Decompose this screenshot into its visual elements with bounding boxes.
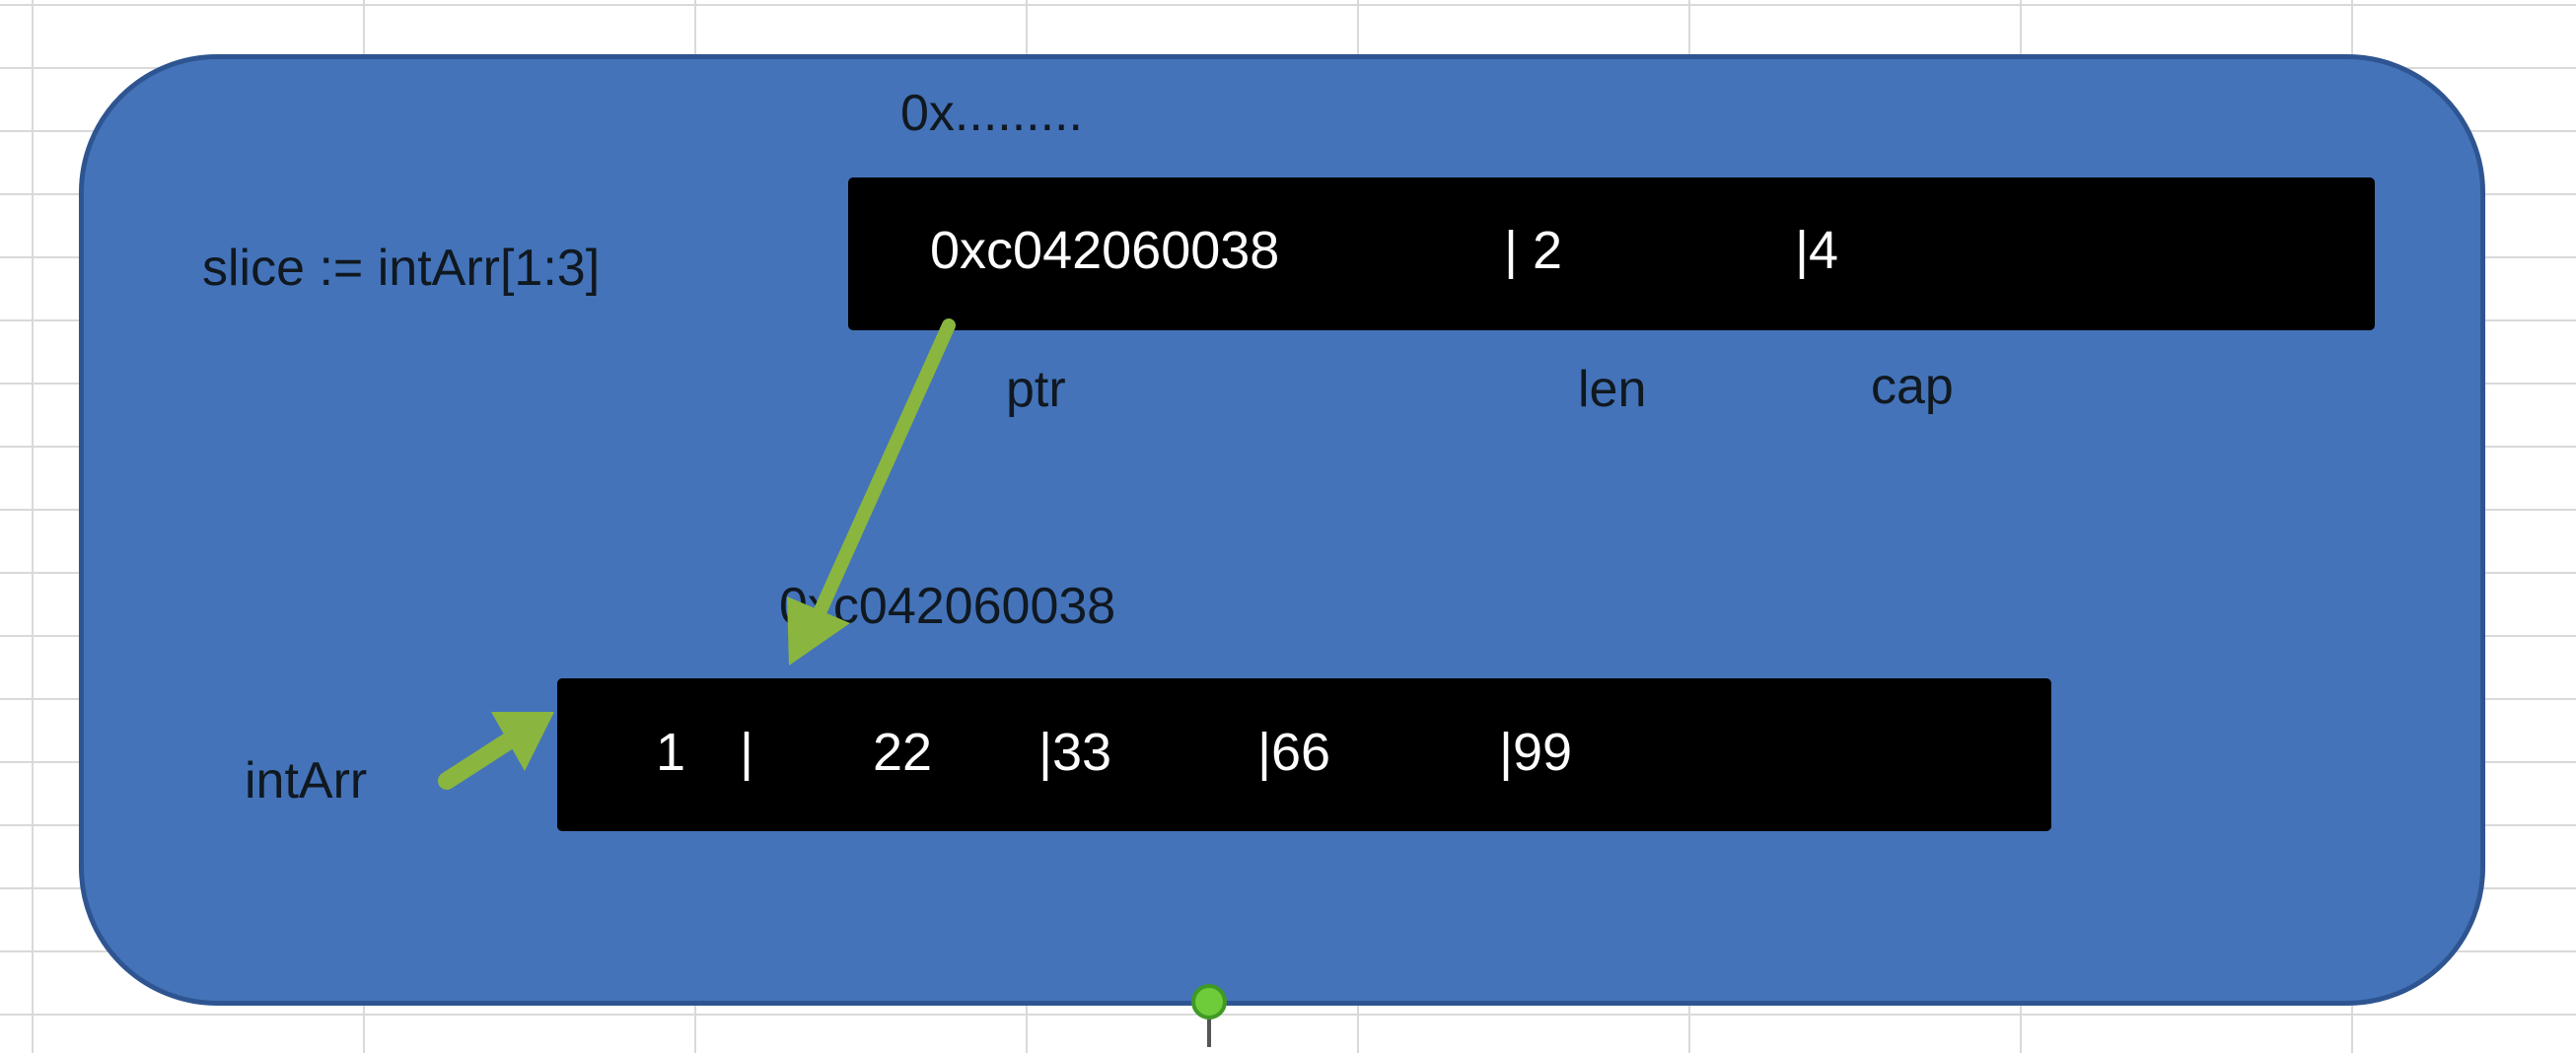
array-separator: | <box>740 723 754 782</box>
slice-header-bar: 0xc042060038 | 2 |4 <box>848 177 2375 330</box>
cap-label: cap <box>1871 358 1954 415</box>
len-label: len <box>1578 361 1647 418</box>
header-address-label: 0x......... <box>900 85 1083 142</box>
len-value: | 2 <box>1504 221 1563 280</box>
array-bar: 1 | 22 |33 |66 |99 <box>557 678 2051 831</box>
array-cell: |33 <box>1038 723 1112 782</box>
array-name-label: intArr <box>245 752 368 809</box>
array-cell: |99 <box>1499 723 1573 782</box>
array-cell: 1 <box>656 723 686 782</box>
ptr-value: 0xc042060038 <box>930 221 1280 280</box>
pointer-arrow-icon <box>787 318 956 666</box>
cap-value: |4 <box>1795 221 1839 280</box>
ptr-label: ptr <box>1006 361 1066 418</box>
array-cell: |66 <box>1257 723 1331 782</box>
slice-declaration: slice := intArr[1:3] <box>202 240 601 297</box>
anchor-handle-stem <box>1207 1018 1211 1047</box>
arrow-icon <box>438 712 554 790</box>
anchor-handle-icon[interactable] <box>1191 984 1227 1019</box>
array-cell: 22 <box>873 723 933 782</box>
